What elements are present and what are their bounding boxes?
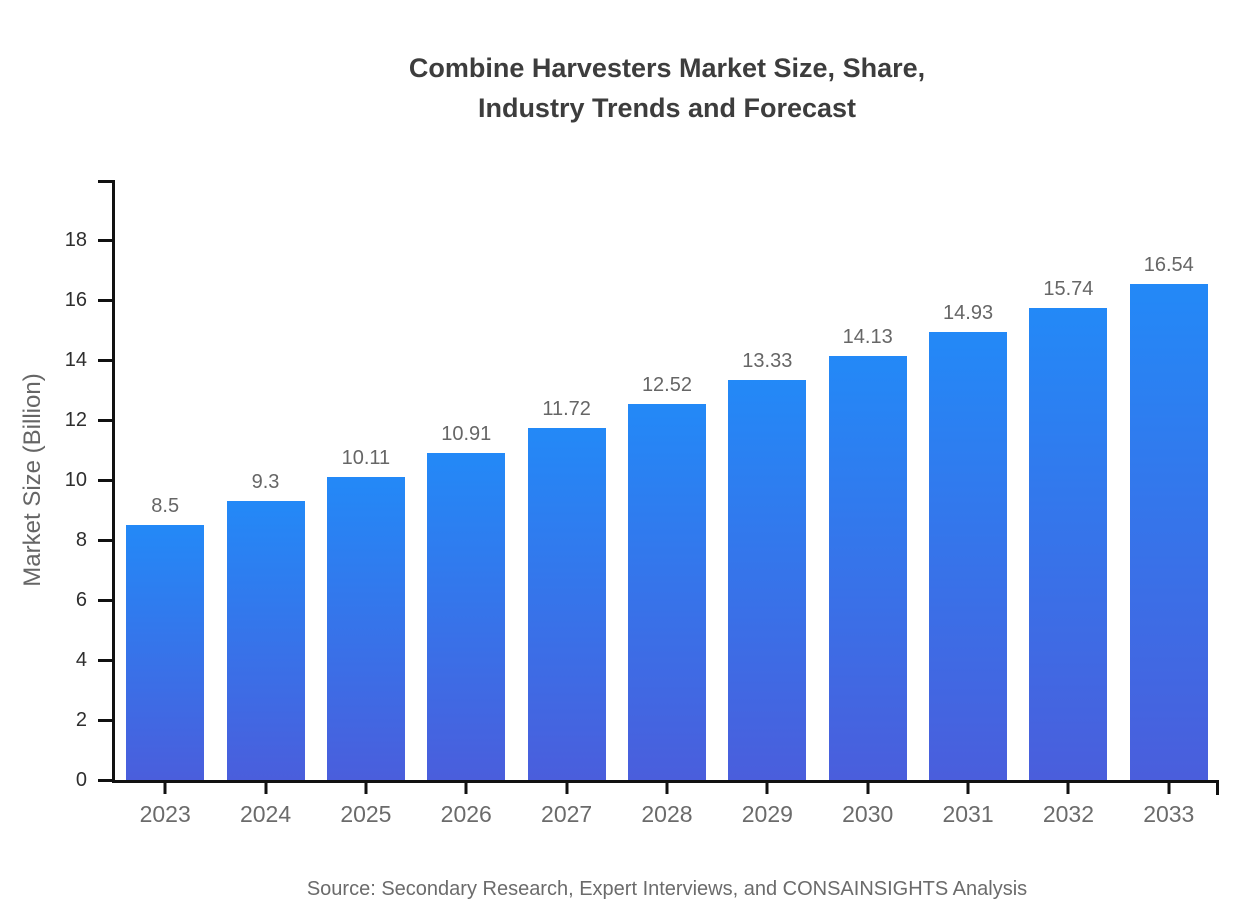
x-tick-mark (264, 783, 268, 794)
bar-2027 (527, 428, 606, 780)
x-tick-mark (464, 783, 468, 794)
y-tick-label: 12 (64, 409, 87, 431)
bar-value-label: 11.72 (542, 398, 591, 421)
y-tick-label: 14 (64, 349, 87, 371)
bar-2032 (1029, 307, 1108, 780)
y-tick-mark (98, 778, 112, 782)
bar-2029 (728, 380, 807, 780)
bar-2028 (627, 404, 706, 780)
x-tick-mark (1167, 783, 1171, 794)
x-tick-mark (866, 783, 870, 794)
bar-2026 (427, 452, 506, 780)
bar-slot-2023: 8.5 2023 (115, 180, 215, 827)
bar-2024 (226, 501, 305, 780)
y-tick-label: 2 (75, 709, 87, 731)
bar-2033 (1129, 283, 1208, 780)
y-tick-label: 6 (75, 589, 87, 611)
chart-title: Combine Harvesters Market Size, Share, I… (115, 48, 1219, 128)
bar-value-label: 15.74 (1043, 277, 1094, 300)
bar-value-label: 14.93 (943, 302, 994, 325)
x-tick-mark (765, 783, 769, 794)
y-tick-mark (98, 298, 112, 302)
x-tick-mark (163, 783, 167, 794)
x-tick-label-2027: 2027 (541, 801, 593, 827)
x-tick-mark (966, 783, 970, 794)
x-tick-label-2025: 2025 (340, 801, 392, 827)
y-tick-mark (98, 658, 112, 662)
y-tick-label: 10 (64, 469, 87, 491)
y-tick-label: 4 (75, 649, 87, 671)
source-attribution: Source: Secondary Research, Expert Inter… (306, 878, 1028, 900)
x-tick-label-2023: 2023 (139, 801, 191, 827)
y-tick-label: 16 (64, 289, 87, 311)
bar-value-label: 10.11 (341, 446, 391, 469)
chart-title-line2: Industry Trends and Forecast (477, 93, 857, 123)
x-tick-label-2029: 2029 (741, 801, 793, 827)
bar-value-label: 12.52 (641, 374, 692, 397)
x-tick-label-2033: 2033 (1143, 801, 1195, 827)
bar-value-label: 8.5 (151, 495, 180, 517)
y-axis-top-cap (98, 180, 112, 183)
bar-value-label: 14.13 (842, 326, 893, 349)
bar-slot-2024: 9.3 2024 (215, 180, 315, 827)
y-tick-label: 8 (75, 529, 87, 551)
y-tick-mark (98, 358, 112, 362)
bar-2030 (828, 356, 907, 780)
bar-slot-2031: 14.93 2031 (918, 180, 1018, 827)
bar-value-label: 13.33 (742, 350, 793, 373)
x-axis-line (112, 780, 1219, 783)
x-tick-label-2032: 2032 (1042, 801, 1094, 827)
bars-row: 8.5 2023 9.3 2024 10.11 2025 10.91 2026 11.72 202… (115, 180, 1219, 827)
plot-area: 0 2 4 6 8 10 12 14 16 18 8.5 2023 9.3 2024 10.11 2025 1… (65, 180, 1219, 827)
y-tick-mark (98, 718, 112, 722)
y-tick-mark (98, 538, 112, 542)
x-tick-label-2030: 2030 (842, 801, 894, 827)
bar-slot-2030: 14.13 2030 (818, 180, 918, 827)
y-tick-mark (98, 598, 112, 602)
bar-slot-2025: 10.11 2025 (316, 180, 416, 827)
x-tick-mark (364, 783, 368, 794)
y-axis-line (112, 180, 115, 783)
x-tick-mark (565, 783, 569, 794)
y-tick-mark (98, 418, 112, 422)
bar-value-label: 16.54 (1143, 253, 1194, 276)
x-tick-mark (1066, 783, 1070, 794)
chart-title-line1: Combine Harvesters Market Size, Share, (408, 53, 926, 83)
bar-slot-2033: 16.54 2033 (1119, 180, 1219, 827)
y-tick-mark (98, 478, 112, 482)
x-tick-label-2024: 2024 (239, 801, 292, 827)
x-tick-mark (665, 783, 669, 794)
bar-value-label: 10.91 (441, 422, 492, 445)
y-tick-label: 18 (64, 229, 87, 251)
y-tick-mark (98, 238, 112, 242)
bar-slot-2032: 15.74 2032 (1018, 180, 1118, 827)
y-tick-label: 0 (75, 769, 87, 791)
bar-value-label: 9.3 (251, 471, 280, 493)
bar-2023 (126, 525, 205, 780)
x-tick-label-2028: 2028 (641, 801, 693, 827)
bar-slot-2028: 12.52 2028 (617, 180, 717, 827)
x-tick-label-2031: 2031 (942, 801, 994, 827)
bar-2031 (929, 332, 1008, 780)
bar-2025 (326, 476, 405, 780)
x-axis-end-cap (1216, 783, 1219, 795)
x-tick-label-2026: 2026 (440, 801, 492, 827)
bar-slot-2029: 13.33 2029 (717, 180, 817, 827)
bar-slot-2026: 10.91 2026 (416, 180, 516, 827)
bar-slot-2027: 11.72 2027 (516, 180, 616, 827)
